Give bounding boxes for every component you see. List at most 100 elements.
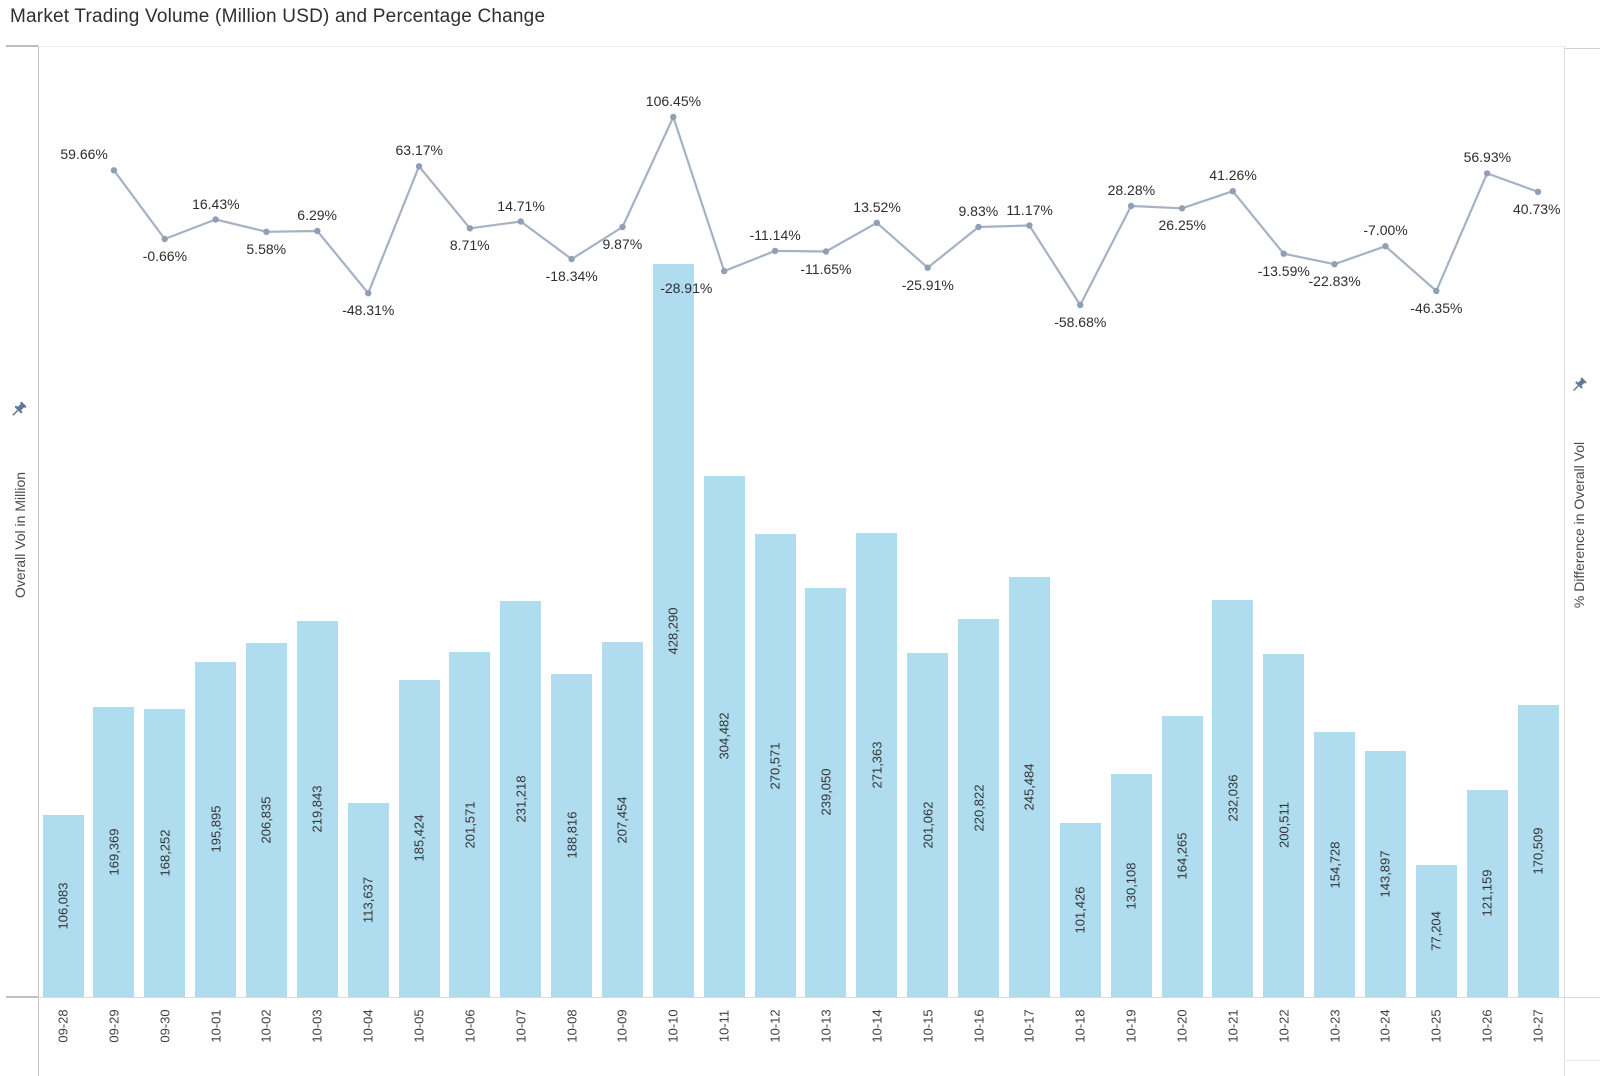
line-point-10-03[interactable] [314, 227, 321, 235]
line-point-10-06[interactable] [466, 225, 474, 232]
x-axis-label: 10-26 [1479, 1009, 1495, 1043]
line-point-10-18[interactable] [1077, 301, 1084, 309]
line-point-10-19[interactable] [1127, 202, 1135, 210]
line-point-10-14[interactable] [873, 219, 880, 226]
volume-bar-09-30[interactable] [144, 709, 186, 997]
bar-value-label: 232,036 [1225, 774, 1241, 822]
x-axis-label: 10-07 [513, 1009, 529, 1043]
x-axis-label: 10-02 [258, 1009, 274, 1043]
x-axis-label: 10-19 [1123, 1009, 1139, 1043]
line-point-10-02[interactable] [263, 228, 270, 235]
pct-value-label: 16.43% [192, 195, 240, 212]
line-point-10-11[interactable] [721, 267, 728, 275]
pct-value-label: -22.83% [1308, 273, 1361, 290]
line-point-10-10[interactable] [670, 113, 677, 121]
bar-value-label: 188,816 [564, 811, 580, 859]
line-point-10-16[interactable] [975, 223, 982, 231]
volume-bar-10-18[interactable] [1059, 823, 1101, 997]
volume-bar-10-20[interactable] [1161, 715, 1203, 997]
volume-bar-10-09[interactable] [602, 642, 643, 997]
pct-value-label: -7.00% [1363, 222, 1408, 239]
line-point-10-17[interactable] [1026, 222, 1033, 229]
pct-value-label: 14.71% [497, 197, 545, 214]
line-point-10-25[interactable] [1433, 287, 1440, 295]
line-point-10-07[interactable] [517, 218, 524, 225]
line-point-10-27[interactable] [1534, 188, 1542, 195]
volume-bar-10-03[interactable] [296, 620, 338, 997]
volume-bar-10-22[interactable] [1263, 653, 1305, 997]
bar-value-label: 195,895 [208, 805, 224, 853]
x-axis-label: 10-23 [1327, 1009, 1343, 1043]
pct-value-label: 6.29% [297, 207, 337, 223]
x-axis-label: 10-08 [564, 1009, 580, 1043]
volume-bar-10-06[interactable] [449, 652, 491, 997]
line-point-10-12[interactable] [771, 247, 779, 255]
x-axis-label: 10-16 [971, 1009, 987, 1043]
volume-bar-10-14[interactable] [856, 532, 898, 997]
line-point-10-04[interactable] [365, 290, 372, 297]
volume-bar-10-16[interactable] [958, 619, 999, 997]
x-axis-line [38, 997, 1600, 998]
volume-bar-09-29[interactable] [93, 707, 135, 997]
volume-bar-10-11[interactable] [703, 475, 745, 997]
pct-value-label: -0.66% [142, 248, 188, 264]
volume-bar-10-27[interactable] [1517, 705, 1559, 997]
volume-bar-10-10[interactable] [652, 264, 694, 997]
volume-bar-09-28[interactable] [42, 815, 84, 997]
volume-bar-10-19[interactable] [1110, 774, 1152, 997]
bar-value-label: 201,571 [462, 801, 478, 848]
volume-bar-10-15[interactable] [907, 652, 949, 997]
x-axis-label: 10-17 [1021, 1009, 1037, 1043]
line-point-10-23[interactable] [1331, 261, 1338, 268]
pct-value-label: 5.58% [246, 240, 287, 257]
line-point-09-29[interactable] [110, 167, 118, 174]
bar-value-label: 143,897 [1377, 850, 1393, 898]
volume-bar-10-04[interactable] [347, 802, 389, 997]
x-axis-label: 09-29 [106, 1009, 122, 1043]
pushpin-icon[interactable] [1569, 376, 1588, 395]
line-point-10-21[interactable] [1229, 188, 1237, 195]
x-axis-label: 10-03 [309, 1009, 325, 1043]
bar-value-label: 185,424 [411, 814, 427, 862]
volume-bar-10-26[interactable] [1466, 789, 1508, 997]
pct-value-label: 41.26% [1209, 167, 1257, 184]
bar-value-label: 164,265 [1174, 832, 1190, 880]
line-point-10-01[interactable] [212, 216, 219, 223]
pct-value-label: -11.65% [800, 260, 852, 277]
x-axis-label: 10-10 [665, 1009, 681, 1043]
x-axis-label: 09-28 [55, 1009, 71, 1043]
volume-bar-10-17[interactable] [1008, 576, 1050, 997]
line-point-10-09[interactable] [619, 223, 626, 231]
pushpin-icon[interactable] [8, 400, 28, 420]
pct-value-label: -18.34% [545, 268, 598, 285]
pct-value-label: 9.87% [602, 236, 643, 252]
bar-value-label: 170,509 [1530, 827, 1546, 875]
volume-bar-10-07[interactable] [500, 601, 542, 997]
line-point-10-15[interactable] [924, 264, 931, 271]
volume-bar-10-23[interactable] [1314, 732, 1355, 997]
right-border [1564, 46, 1565, 1076]
volume-bar-10-02[interactable] [245, 643, 287, 997]
line-point-10-05[interactable] [415, 163, 423, 170]
bar-value-label: 207,454 [614, 796, 630, 843]
pct-value-label: 8.71% [449, 237, 490, 254]
chart-title: Market Trading Volume (Million USD) and … [10, 6, 546, 27]
volume-bar-10-25[interactable] [1415, 864, 1457, 997]
line-point-10-26[interactable] [1483, 170, 1491, 177]
volume-bar-10-24[interactable] [1364, 750, 1406, 997]
volume-bar-10-12[interactable] [754, 533, 796, 997]
bar-value-label: 219,843 [309, 785, 325, 833]
line-point-10-13[interactable] [822, 248, 830, 255]
line-point-10-20[interactable] [1178, 205, 1186, 212]
line-point-10-22[interactable] [1280, 250, 1287, 257]
line-point-10-24[interactable] [1382, 243, 1389, 250]
volume-bar-10-01[interactable] [195, 661, 237, 997]
bar-value-label: 270,571 [767, 742, 783, 789]
line-point-09-30[interactable] [161, 235, 168, 243]
volume-bar-10-05[interactable] [398, 679, 440, 997]
volume-bar-10-13[interactable] [805, 587, 847, 997]
volume-bar-10-08[interactable] [551, 673, 593, 997]
line-point-10-08[interactable] [568, 255, 575, 263]
volume-bar-10-21[interactable] [1212, 599, 1254, 997]
